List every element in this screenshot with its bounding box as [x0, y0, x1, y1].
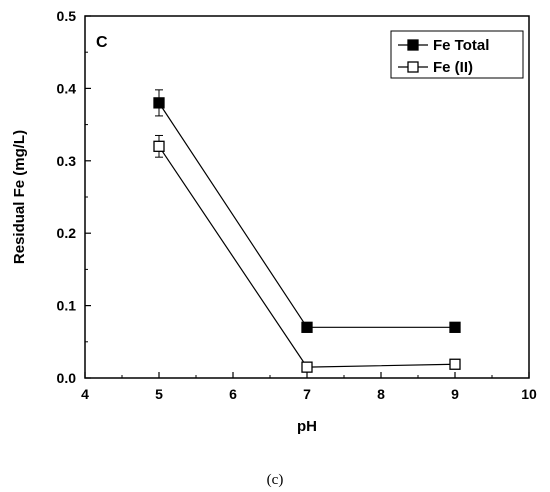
y-axis-title: Residual Fe (mg/L)	[11, 130, 28, 264]
series-layer	[153, 89, 461, 373]
figure-caption: (c)	[267, 472, 284, 488]
series-line	[158, 102, 455, 328]
data-point	[153, 97, 165, 109]
series-1	[153, 134, 461, 373]
x-tick-label: 5	[155, 386, 163, 402]
x-tick-label: 4	[81, 386, 89, 402]
y-axis-ticks: 0.0 0.1 0.2 0.3 0.4 0.5	[57, 8, 91, 386]
series-line	[158, 145, 456, 368]
x-axis-ticks: 4 5 6 7 8 9 10	[81, 372, 537, 402]
x-tick-label: 6	[229, 386, 237, 402]
y-tick-label: 0.4	[57, 80, 77, 96]
data-point	[449, 358, 461, 370]
data-point	[449, 321, 461, 333]
y-tick-label: 0.3	[57, 153, 77, 169]
x-tick-label: 7	[303, 386, 311, 402]
y-tick-label: 0.5	[57, 8, 77, 24]
panel-label: C	[96, 34, 108, 51]
data-point	[153, 140, 165, 152]
x-tick-label: 8	[377, 386, 385, 402]
x-tick-label: 10	[521, 386, 537, 402]
x-axis-title: pH	[297, 418, 317, 435]
y-tick-label: 0.2	[57, 225, 77, 241]
data-point	[301, 321, 313, 333]
legend: Fe Total Fe (II)	[390, 30, 524, 79]
legend-label: Fe Total	[433, 37, 489, 54]
data-point	[301, 361, 313, 373]
y-tick-label: 0.0	[57, 370, 77, 386]
x-tick-label: 9	[451, 386, 459, 402]
y-tick-label: 0.1	[57, 298, 77, 314]
series-0	[153, 89, 461, 333]
legend-marker	[407, 61, 419, 73]
legend-marker	[407, 39, 419, 51]
legend-label: Fe (II)	[433, 59, 473, 76]
